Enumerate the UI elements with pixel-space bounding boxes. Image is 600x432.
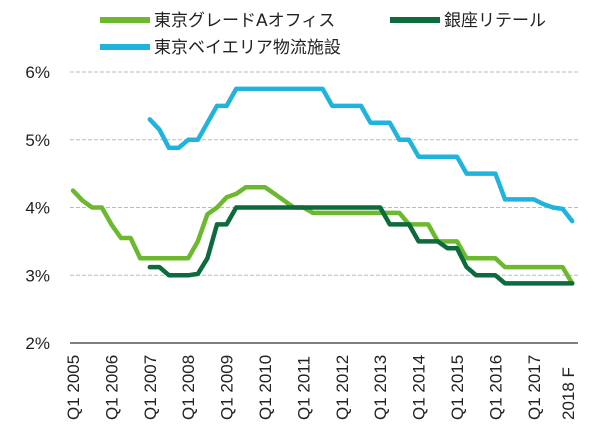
y-tick-label: 4% bbox=[25, 199, 50, 218]
x-tick-label: Q1 2009 bbox=[218, 355, 237, 420]
x-tick-label: Q1 2007 bbox=[141, 355, 160, 420]
x-tick-label: Q1 2011 bbox=[294, 356, 313, 420]
x-tick-label: Q1 2017 bbox=[525, 355, 544, 420]
x-tick-label: Q1 2012 bbox=[333, 355, 352, 420]
x-tick-label: Q1 2015 bbox=[448, 355, 467, 420]
x-tick-label: Q1 2006 bbox=[102, 355, 121, 420]
x-tick-label: 2018 F bbox=[559, 367, 578, 420]
y-tick-label: 5% bbox=[25, 131, 50, 150]
y-tick-label: 2% bbox=[25, 334, 50, 353]
x-tick-label: Q1 2013 bbox=[371, 355, 390, 420]
x-tick-label: Q1 2016 bbox=[486, 355, 505, 420]
y-tick-label: 3% bbox=[25, 266, 50, 285]
series-line-2 bbox=[147, 86, 575, 224]
legend-label: 東京ベイエリア物流施設 bbox=[154, 38, 341, 58]
y-axis: 2% 3% 4% 5% 6% bbox=[25, 63, 50, 353]
x-tick-label: Q1 2014 bbox=[410, 355, 429, 420]
x-axis: Q1 2005 Q1 2006 Q1 2007 Q1 2008 Q1 2009 Q1 20… bbox=[64, 355, 578, 420]
series-lines bbox=[70, 86, 575, 286]
legend-label: 銀座リテール bbox=[444, 11, 546, 31]
legend-label: 東京グレードAオフィス bbox=[154, 11, 335, 31]
x-tick-label: Q1 2005 bbox=[64, 355, 83, 420]
series-line-0 bbox=[70, 184, 575, 286]
x-tick-label: Q1 2010 bbox=[256, 355, 275, 420]
x-tick-label: Q1 2008 bbox=[179, 355, 198, 420]
series-line-1 bbox=[147, 205, 575, 286]
y-tick-label: 6% bbox=[25, 63, 50, 82]
